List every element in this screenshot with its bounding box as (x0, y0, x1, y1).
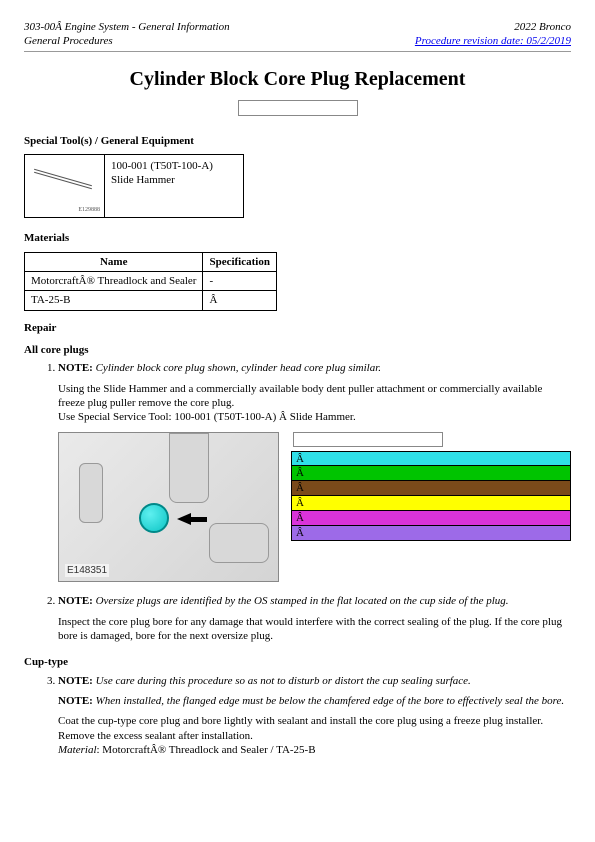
all-core-heading: All core plugs (24, 343, 571, 357)
step-2: NOTE: Oversize plugs are identified by t… (58, 594, 571, 643)
tool-card: E129888 100-001 (T50T-100-A) Slide Hamme… (24, 154, 244, 218)
step-body: Inspect the core plug bore for any damag… (58, 615, 571, 644)
col-spec: Specification (203, 252, 277, 271)
mat-spec-1: - (203, 272, 277, 291)
material-text: : MotorcraftÂ® Threadlock and Sealer / T… (97, 744, 316, 756)
table-row: TA-25-B Â (25, 291, 277, 310)
figure-row: E148351 Â Â Â Â Â Â (58, 432, 571, 582)
table-row: MotorcraftÂ® Threadlock and Sealer - (25, 272, 277, 291)
step-text-2: Use Special Service Tool: 100-001 (T50T-… (58, 410, 571, 424)
note-label: NOTE: (58, 675, 93, 687)
material-label: Material (58, 744, 97, 756)
col-name: Name (25, 252, 203, 271)
legend-row: Â (291, 526, 571, 541)
figure-image: E148351 (58, 432, 279, 582)
materials-table: Name Specification MotorcraftÂ® Threadlo… (24, 252, 277, 311)
mat-spec-2: Â (203, 291, 277, 310)
step-3: NOTE: Use care during this procedure so … (58, 674, 571, 757)
cup-type-heading: Cup-type (24, 655, 571, 669)
note-label: NOTE: (58, 362, 93, 374)
header-subsection: General Procedures (24, 34, 230, 48)
tools-heading: Special Tool(s) / General Equipment (24, 134, 571, 148)
revision-date-link[interactable]: Procedure revision date: 05/2/2019 (415, 35, 571, 47)
note-text: Use care during this procedure so as not… (96, 675, 471, 687)
note-text: Oversize plugs are identified by the OS … (96, 595, 509, 607)
step-body: Coat the cup-type core plug and bore lig… (58, 714, 571, 743)
step-1: NOTE: Cylinder block core plug shown, cy… (58, 361, 571, 582)
repair-heading: Repair (24, 321, 571, 335)
note-text: When installed, the flanged edge must be… (96, 695, 565, 707)
core-plug-highlight (139, 503, 169, 533)
table-header-row: Name Specification (25, 252, 277, 271)
legend-row: Â (291, 496, 571, 511)
tool-image: E129888 (25, 155, 105, 217)
tool-partnum: 100-001 (T50T-100-A) (111, 159, 213, 173)
header-vehicle: 2022 Bronco (415, 20, 571, 34)
tool-image-caption: E129888 (78, 207, 100, 215)
mat-name-2: TA-25-B (25, 291, 203, 310)
page-header: 303-00Â Engine System - General Informat… (24, 20, 571, 52)
material-line: Material: MotorcraftÂ® Threadlock and Se… (58, 743, 571, 757)
title-spacer-row (24, 100, 571, 120)
step-text-1: Using the Slide Hammer and a commerciall… (58, 382, 571, 411)
legend-row: Â (291, 451, 571, 466)
step-note-2: NOTE: When installed, the flanged edge m… (58, 694, 571, 708)
legend-column: Â Â Â Â Â Â (291, 432, 571, 541)
page-title: Cylinder Block Core Plug Replacement (24, 66, 571, 92)
mat-name-1: MotorcraftÂ® Threadlock and Sealer (25, 272, 203, 291)
procedure-list-cont: NOTE: Use care during this procedure so … (24, 674, 571, 757)
tool-description: 100-001 (T50T-100-A) Slide Hammer (105, 155, 219, 217)
procedure-list: NOTE: Cylinder block core plug shown, cy… (24, 361, 571, 643)
legend-header-box (293, 432, 443, 447)
note-text: Cylinder block core plug shown, cylinder… (96, 362, 381, 374)
materials-heading: Materials (24, 231, 571, 245)
legend-row: Â (291, 481, 571, 496)
tool-name: Slide Hammer (111, 173, 213, 187)
header-left: 303-00Â Engine System - General Informat… (24, 20, 230, 49)
note-label: NOTE: (58, 595, 93, 607)
empty-placeholder-box (238, 100, 358, 116)
legend-row: Â (291, 466, 571, 481)
header-right: 2022 Bronco Procedure revision date: 05/… (415, 20, 571, 49)
figure-number: E148351 (65, 564, 109, 577)
step-body: Using the Slide Hammer and a commerciall… (58, 382, 571, 425)
legend-row: Â (291, 511, 571, 526)
header-section-code: 303-00Â Engine System - General Informat… (24, 20, 230, 34)
note-label: NOTE: (58, 695, 93, 707)
